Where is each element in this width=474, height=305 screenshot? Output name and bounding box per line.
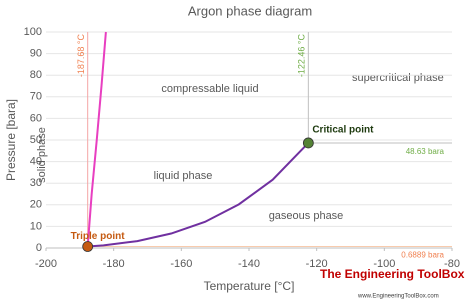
y-tick-label: 100: [24, 26, 42, 38]
x-tick-label: -180: [103, 258, 125, 270]
y-tick-label: 40: [30, 156, 42, 168]
region-label: liquid phase: [154, 170, 213, 182]
region-label: compressable liquid: [161, 83, 258, 95]
y-tick-label: 30: [30, 177, 42, 189]
region-label: gaseous phase: [269, 210, 344, 222]
region-label: supercritical phase: [352, 72, 444, 84]
point-marker: [82, 241, 94, 252]
chart-title: Argon phase diagram: [188, 3, 312, 18]
y-tick-label: 70: [30, 91, 42, 103]
reference-label: 48.63 bara: [406, 147, 445, 156]
y-tick-label: 20: [30, 199, 42, 211]
y-tick-label: 0: [36, 242, 42, 254]
x-tick-label: -100: [373, 258, 395, 270]
y-tick-label: 80: [30, 69, 42, 81]
curve: [86, 31, 107, 247]
reference-label: -122.46 °C: [297, 34, 307, 78]
x-tick-label: -200: [35, 258, 57, 270]
y-tick-label: 50: [30, 134, 42, 146]
reference-label: -187.68 °C: [76, 34, 86, 78]
reference-label: 0.6889 bara: [401, 251, 444, 260]
y-tick-label: 10: [30, 220, 42, 232]
curve: [87, 142, 310, 248]
y-tick-label: 60: [30, 112, 42, 124]
watermark: The Engineering ToolBox: [320, 267, 465, 281]
x-tick-label: -140: [238, 258, 260, 270]
point-marker: [302, 137, 314, 149]
point-label: Critical point: [312, 125, 374, 136]
point-label: Triple point: [71, 231, 126, 242]
region-label: solid phase: [36, 127, 48, 183]
x-axis-label: Temperature [°C]: [204, 279, 295, 293]
x-tick-label: -120: [306, 258, 328, 270]
y-axis-label: Pressure [bara]: [4, 99, 18, 181]
watermark-url: www.EngineeringToolBox.com: [357, 294, 439, 300]
x-tick-label: -160: [170, 258, 192, 270]
y-tick-label: 90: [30, 48, 42, 60]
x-tick-label: -80: [444, 258, 460, 270]
